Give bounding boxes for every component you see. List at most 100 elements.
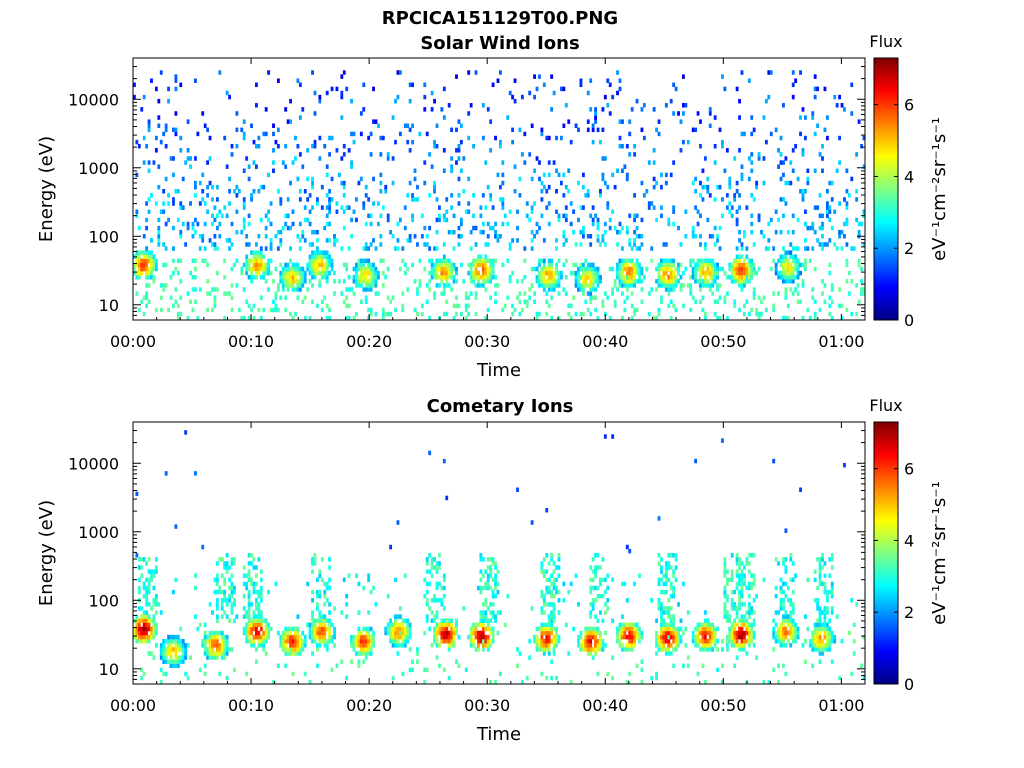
spectrogram-cell [779,160,783,165]
spectrogram-cell [728,638,732,644]
spectrogram-cell [706,647,710,652]
spectrogram-cell [184,430,188,435]
spectrogram-cell [137,307,141,313]
spectrogram-cell [194,217,197,223]
spectrogram-cell [621,143,624,149]
spectrogram-cell [489,643,493,648]
spectrogram-cell [257,610,261,615]
spectrogram-cell [442,622,446,628]
spectrogram-cell [433,638,436,644]
spectrogram-cell [843,197,846,202]
spectrogram-cell [601,127,605,133]
spectrogram-cell [435,561,439,566]
spectrogram-cell [542,238,546,243]
spectrogram-cell [730,606,734,611]
spectrogram-cell [564,291,568,296]
spectrogram-cell [411,667,414,673]
spectrogram-cell [386,217,390,223]
spectrogram-cell [835,103,839,108]
spectrogram-cell [699,234,702,239]
spectrogram-cell [364,295,368,300]
spectrogram-cell [137,266,141,272]
spectrogram-cell [308,270,312,276]
spectrogram-cell [491,577,495,583]
spectrogram-cell [772,291,776,296]
spectrogram-cell [269,201,273,206]
spectrogram-cell [818,626,822,632]
spectrogram-cell [264,622,268,628]
spectrogram-cell [806,246,810,251]
spectrogram-cell [591,577,595,583]
spectrogram-cell [586,651,590,656]
spectrogram-cell [279,197,283,202]
spectrogram-cell [525,303,529,309]
spectrogram-cell [484,569,488,574]
spectrogram-cell [564,205,568,210]
spectrogram-cell [142,262,146,268]
spectrogram-cell [372,638,375,644]
spectrogram-cell [589,577,593,583]
spectrogram-cell [174,299,178,305]
spectrogram-cell [547,626,551,632]
spectrogram-cell [472,270,475,276]
spectrogram-cell [494,618,497,623]
spectrogram-cell [840,303,844,309]
spectrogram-cell [486,606,490,611]
spectrogram-cell [328,610,332,615]
spectrogram-cell [179,205,183,210]
spectrogram-cell [825,242,829,247]
spectrogram-cell [791,168,795,174]
spectrogram-cell [374,279,378,284]
spectrogram-cell [350,160,353,165]
spectrogram-cell [152,585,156,591]
spectrogram-cell [247,258,251,264]
spectrogram-cell [838,303,841,309]
spectrogram-cell [215,655,219,660]
spectrogram-cell [484,585,488,591]
spectrogram-cell [606,184,610,190]
spectrogram-cell [786,614,790,619]
spectrogram-cell [713,299,717,305]
spectrogram-cell [159,295,163,300]
spectrogram-cell [689,258,693,264]
spectrogram-cell [430,561,434,566]
spectrogram-cell [547,602,551,607]
spectrogram-cell [794,246,798,251]
spectrogram-cell [157,164,161,169]
spectrogram-cell [472,643,475,648]
colorbar-tick-label: 0 [904,675,914,694]
spectrogram-cell [847,291,851,296]
spectrogram-cell [320,557,324,562]
spectrogram-cell [584,299,588,305]
spectrogram-cell [369,221,373,227]
spectrogram-cell [435,581,439,587]
spectrogram-cell [638,262,641,268]
spectrogram-cell [494,221,497,227]
spectrogram-cell [789,262,793,268]
spectrogram-cell [823,618,827,623]
spectrogram-cell [625,225,629,231]
spectrogram-cell [145,266,149,272]
spectrogram-cell [560,270,563,276]
spectrogram-cell [413,307,417,313]
spectrogram-cell [657,283,661,288]
spectrogram-cell [223,638,227,644]
spectrogram-cell [782,258,785,264]
spectrogram-cell [555,577,558,583]
spectrogram-cell [657,577,661,583]
spectrogram-cell [406,622,410,628]
spectrogram-cell [625,266,629,272]
spectrogram-cell [215,270,219,276]
spectrogram-cell [550,315,554,321]
spectrogram-cell [137,250,141,255]
spectrogram-cell [242,205,246,210]
spectrogram-cell [625,270,629,276]
spectrogram-cell [298,238,302,243]
spectrogram-cell [416,311,419,317]
spectrogram-cell [259,250,263,255]
spectrogram-cell [255,602,258,607]
spectrogram-cell [474,311,478,317]
spectrogram-cell [145,258,149,264]
spectrogram-cell [223,589,227,595]
spectrogram-cell [501,221,505,227]
